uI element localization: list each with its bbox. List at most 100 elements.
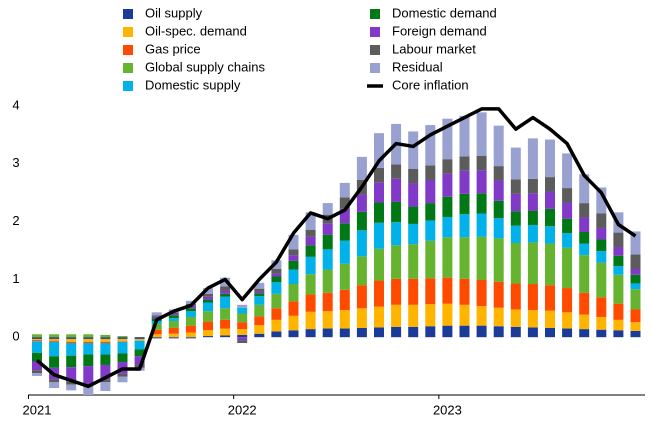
- bar: [66, 355, 77, 368]
- bar: [425, 326, 436, 338]
- y-tick-label: 2: [12, 213, 19, 228]
- bar: [545, 310, 555, 328]
- bar: [579, 292, 590, 315]
- bar: [562, 188, 573, 203]
- bar: [100, 342, 111, 355]
- bar: [596, 297, 607, 317]
- bar: [203, 321, 213, 331]
- bar: [117, 373, 128, 377]
- bar: [117, 376, 128, 383]
- y-tick-label: 3: [12, 155, 19, 170]
- bar: [527, 210, 538, 226]
- bar: [391, 278, 402, 305]
- bar: [339, 208, 350, 224]
- bar: [237, 307, 248, 314]
- bar: [391, 222, 402, 246]
- bar: [613, 303, 624, 320]
- bar: [339, 263, 350, 290]
- bar: [322, 311, 333, 329]
- bar: [83, 338, 94, 342]
- bar: [100, 334, 111, 338]
- bar: [117, 341, 128, 354]
- legend-swatch: [370, 63, 380, 73]
- bar: [66, 338, 77, 342]
- bar: [271, 282, 282, 294]
- bar: [322, 249, 333, 270]
- bar: [185, 311, 196, 317]
- bar: [305, 236, 316, 246]
- bar: [83, 366, 94, 384]
- bar: [339, 289, 350, 311]
- bar: [510, 147, 521, 180]
- bar: [374, 248, 384, 281]
- bar: [476, 305, 487, 326]
- bar: [596, 213, 607, 228]
- bar: [271, 260, 282, 269]
- bar: [271, 308, 282, 320]
- bar: [459, 237, 470, 279]
- x-tick-label: 2023: [433, 402, 462, 417]
- bar: [442, 118, 453, 160]
- bar: [459, 115, 470, 157]
- bar: [254, 316, 265, 326]
- bar: [374, 167, 384, 183]
- bar: [562, 247, 573, 289]
- bar: [203, 296, 213, 300]
- bar: [476, 193, 487, 214]
- bar: [185, 325, 196, 333]
- bar: [613, 274, 624, 304]
- bar: [613, 319, 624, 331]
- x-tick-label: 2021: [23, 402, 52, 417]
- bar: [408, 304, 419, 327]
- bar: [476, 155, 487, 171]
- bar: [613, 255, 624, 267]
- bar: [442, 196, 453, 217]
- bar: [459, 325, 470, 338]
- legend-swatch: [370, 9, 380, 19]
- bar: [83, 337, 94, 339]
- bar: [391, 326, 402, 338]
- bar: [408, 278, 419, 305]
- bar: [271, 276, 282, 283]
- bar: [391, 304, 402, 327]
- bar: [305, 294, 316, 312]
- bar: [168, 337, 179, 339]
- bar: [288, 301, 299, 316]
- bar: [203, 293, 213, 297]
- bar: [356, 308, 367, 328]
- bar: [510, 179, 521, 194]
- bar: [545, 208, 555, 227]
- bar: [613, 247, 624, 256]
- bar: [425, 278, 436, 305]
- bar: [151, 323, 162, 330]
- bar: [220, 286, 231, 291]
- bar: [356, 194, 367, 212]
- bar: [49, 356, 60, 368]
- bar: [185, 337, 196, 339]
- bar: [493, 218, 504, 239]
- bar: [493, 281, 504, 308]
- bar: [32, 334, 42, 338]
- bar: [220, 319, 231, 329]
- legend-swatch: [370, 27, 380, 37]
- bar: [288, 249, 299, 256]
- bar: [203, 302, 213, 312]
- bar: [408, 244, 419, 279]
- bar: [425, 165, 436, 180]
- bar: [408, 326, 419, 338]
- bar: [83, 334, 94, 338]
- bar: [254, 333, 265, 338]
- bar: [356, 211, 367, 231]
- bar: [66, 341, 77, 343]
- bar: [151, 312, 162, 316]
- bar: [288, 255, 299, 261]
- bar: [32, 361, 42, 371]
- bar: [288, 269, 299, 285]
- bar: [254, 291, 265, 294]
- bar: [203, 311, 213, 322]
- bar: [493, 238, 504, 282]
- legend-swatch: [123, 9, 133, 19]
- bar: [630, 268, 641, 275]
- bar: [527, 242, 538, 285]
